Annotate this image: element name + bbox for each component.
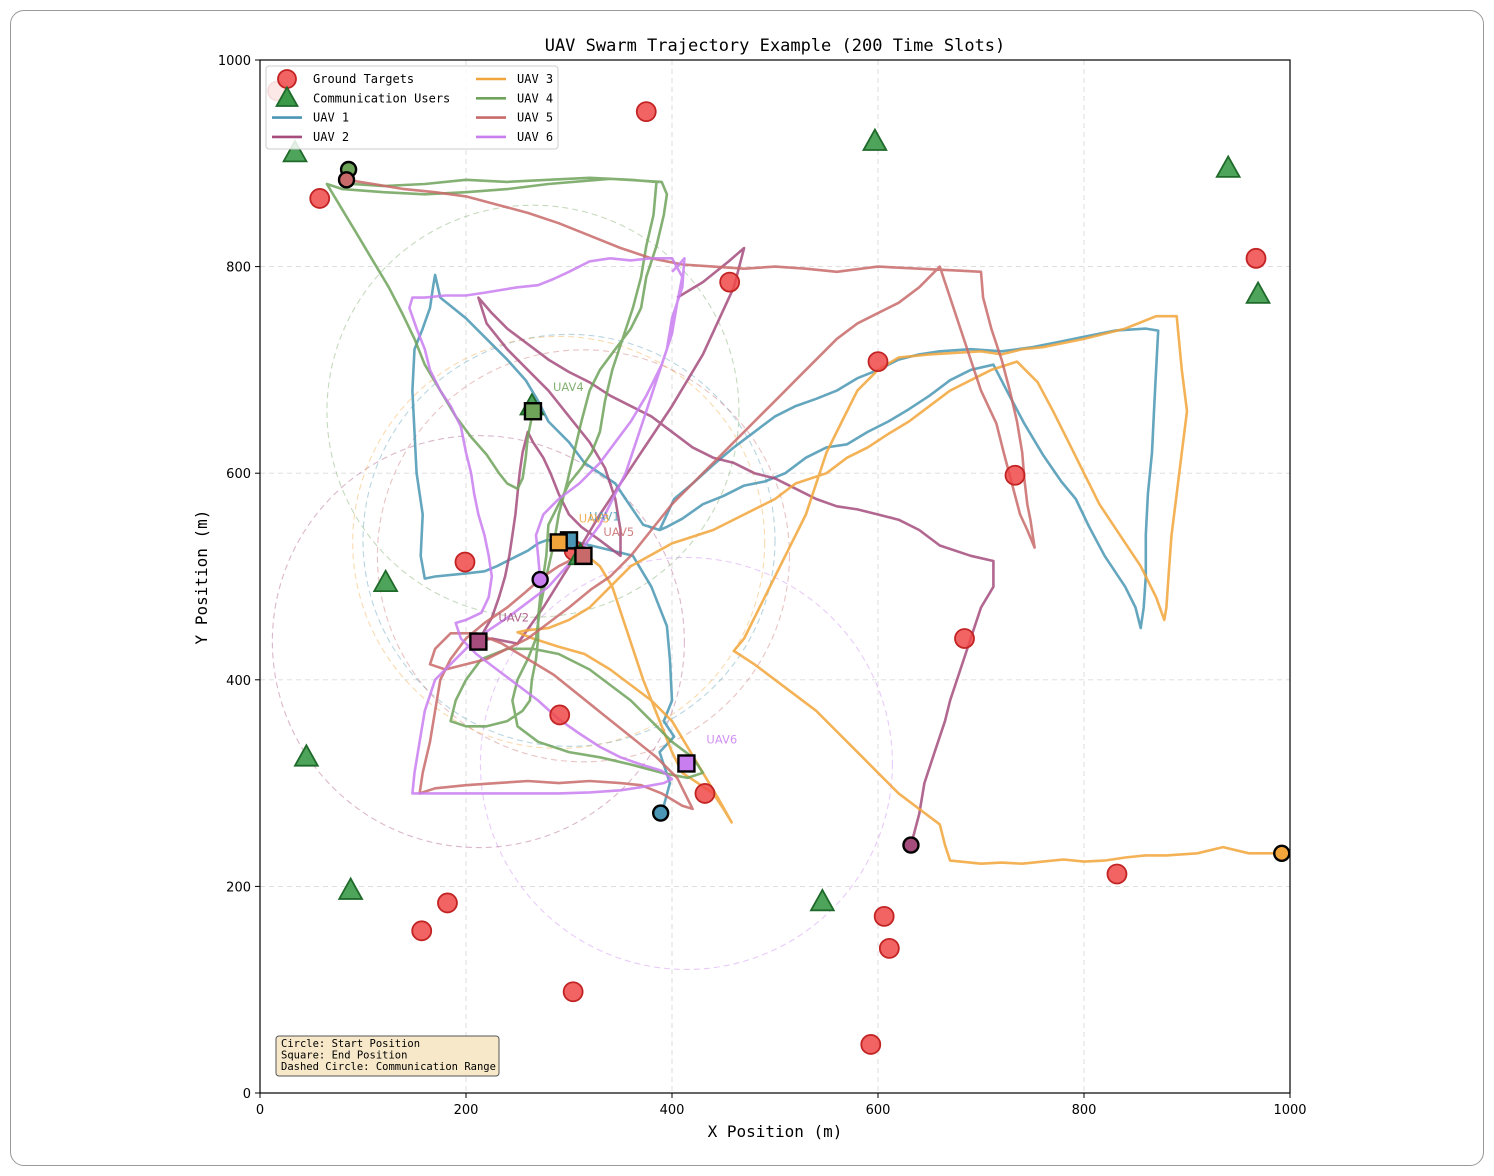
legend-box — [265, 65, 559, 150]
note-line: Square: End Position — [281, 1050, 407, 1062]
ground-target-point — [309, 188, 331, 209]
communication-user-point — [1245, 280, 1272, 304]
uav-end-marker — [574, 546, 593, 566]
uav-trajectory-line — [346, 178, 1036, 811]
ground-target-point — [873, 905, 895, 927]
uav-end-marker — [469, 632, 488, 651]
ground-target-point — [635, 101, 657, 123]
ground-target-point — [454, 551, 476, 573]
uav-trajectory-line — [325, 169, 705, 780]
communication-range-circle — [362, 333, 776, 747]
note-line: Circle: Start Position — [281, 1038, 420, 1050]
x-tick-label: 1000 — [1273, 1103, 1306, 1118]
ground-target-point — [860, 1034, 882, 1055]
uav-start-marker — [651, 804, 670, 822]
uav-end-label: UAV4 — [553, 380, 584, 394]
uav-trajectory-line — [408, 257, 686, 795]
note-line: Dashed Circle: Communication Range — [281, 1061, 496, 1073]
uav-end-label: UAV1 — [589, 509, 620, 523]
communication-range-circle — [479, 556, 893, 971]
communication-user-point — [861, 127, 888, 151]
ground-target-point — [1004, 464, 1026, 486]
uav-end-label: UAV2 — [498, 611, 529, 625]
ground-target-point — [954, 628, 975, 649]
ground-target-point — [549, 704, 571, 726]
ground-target-point — [562, 981, 584, 1003]
y-tick-label: 1000 — [218, 54, 251, 69]
uav-start-marker — [902, 836, 920, 854]
x-tick-label: 0 — [256, 1103, 264, 1118]
uav-end-label: UAV6 — [706, 732, 737, 746]
uav-end-marker — [523, 402, 543, 421]
uav-end-marker — [549, 533, 568, 552]
uav-start-marker — [1273, 844, 1290, 863]
ground-target-point — [1245, 247, 1267, 269]
plot-area: 0 200 400 600 800 100002004006008001000UAV1UA… — [218, 54, 1307, 1118]
communication-user-point — [293, 743, 320, 767]
uav-start-marker — [337, 171, 356, 189]
ground-target-point — [719, 271, 741, 293]
x-tick-label: 800 — [1072, 1103, 1097, 1118]
y-tick-label: 0 — [243, 1087, 251, 1102]
legend-entry-label: Communication Users — [313, 91, 450, 105]
y-tick-label: 600 — [226, 467, 251, 482]
ground-target-point — [437, 892, 458, 914]
communication-user-point — [1215, 154, 1242, 178]
figure-frame — [10, 10, 1484, 1166]
communication-user-point — [809, 888, 836, 912]
x-tick-label: 400 — [660, 1103, 685, 1118]
legend-entry-label: UAV 2 — [313, 130, 349, 144]
x-axis-label: X Position (m) — [708, 1122, 843, 1141]
ground-target-point — [411, 920, 433, 942]
communication-range-circle — [376, 349, 790, 763]
legend-entry-label: UAV 1 — [313, 111, 349, 125]
y-axis-label: Y Position (m) — [192, 510, 211, 645]
legend-entry-label: UAV 3 — [517, 72, 553, 86]
communication-user-point — [282, 139, 308, 163]
legend-entry-label: UAV 6 — [517, 130, 553, 144]
y-tick-label: 200 — [226, 880, 251, 895]
ground-target-point — [867, 351, 889, 373]
communication-range-circle — [271, 435, 685, 849]
ground-target-point — [878, 937, 900, 959]
uav-trajectory-line — [516, 314, 1282, 865]
y-tick-label: 400 — [226, 674, 251, 689]
communication-user-point — [372, 568, 399, 592]
uav-end-label: UAV3 — [579, 511, 610, 525]
legend: Ground Targets Communication Users UAV 1 UA… — [265, 65, 559, 150]
axes-frame — [259, 59, 1291, 1094]
ground-target-point — [694, 783, 716, 804]
legend-ground-target-symbol — [277, 69, 297, 89]
legend-communication-user-symbol — [275, 85, 299, 107]
x-tick-label: 600 — [866, 1103, 891, 1118]
y-tick-label: 800 — [226, 261, 251, 276]
x-tick-label: 200 — [454, 1103, 479, 1118]
note-box-background — [275, 1035, 500, 1077]
legend-entry-label: UAV 4 — [517, 91, 553, 105]
ground-target-point — [1106, 863, 1128, 885]
legend-entry-label: UAV 5 — [517, 111, 553, 125]
uav-end-marker — [677, 754, 696, 773]
chart-title: UAV Swarm Trajectory Example (200 Time S… — [545, 36, 1006, 56]
uav-end-label: UAV5 — [603, 525, 634, 539]
uav-start-marker — [531, 570, 549, 589]
legend-entry-label: Ground Targets — [313, 72, 414, 86]
communication-range-circle — [326, 204, 740, 618]
communication-user-point — [337, 876, 364, 900]
